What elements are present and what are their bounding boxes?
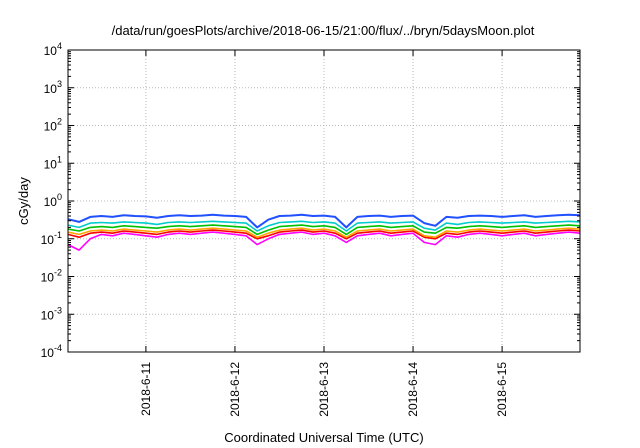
series-line-5	[67, 220, 581, 232]
y-axis: 10-4 10-3 10-2 10-1 100 101 102 103 104	[41, 41, 580, 360]
y-tick-label: 101	[44, 154, 62, 171]
series-line-4	[67, 224, 581, 236]
x-tick-label: 2018-6-13	[317, 362, 331, 417]
x-axis-label: Coordinated Universal Time (UTC)	[224, 430, 423, 445]
x-tick-label: 2018-6-11	[139, 362, 153, 416]
y-tick-label: 100	[44, 192, 62, 209]
series-line-1	[67, 231, 581, 251]
y-tick-label: 103	[44, 79, 62, 96]
x-tick-label: 2018-6-14	[406, 362, 420, 417]
y-tick-label: 10-1	[41, 230, 62, 247]
series-line-3	[67, 227, 581, 238]
series-line-6	[67, 213, 581, 229]
y-tick-label: 10-2	[41, 268, 62, 285]
x-tick-label: 2018-6-12	[228, 362, 242, 417]
grid	[68, 50, 580, 352]
y-axis-label: cGy/day	[16, 177, 31, 225]
x-axis: 2018-6-11 2018-6-12 2018-6-13 2018-6-14 2018…	[139, 50, 509, 417]
y-tick-label: 10-4	[41, 343, 62, 360]
x-tick-label: 2018-6-15	[495, 362, 509, 417]
y-tick-label: 104	[44, 41, 62, 58]
series-layer	[67, 213, 581, 251]
chart-title: /data/run/goesPlots/archive/2018-06-15/2…	[112, 23, 535, 38]
y-tick-label: 10-3	[41, 305, 62, 322]
series-line-2	[67, 229, 581, 240]
y-tick-label: 102	[44, 117, 62, 134]
